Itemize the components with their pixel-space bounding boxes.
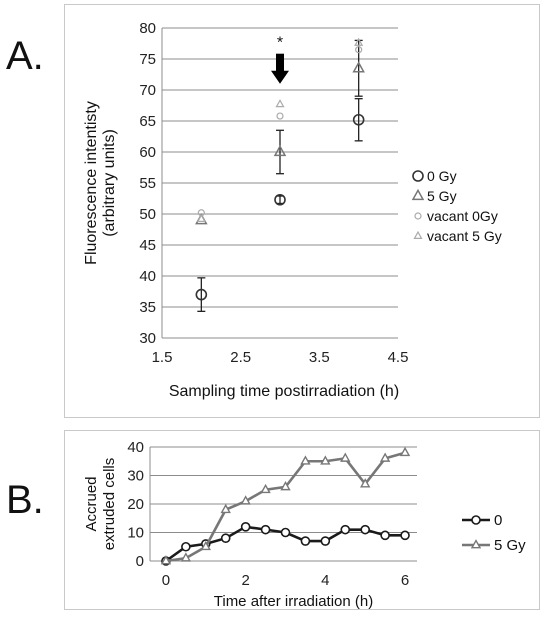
data-point	[400, 530, 410, 541]
x-axis-title: Sampling time postirradiation (h)	[169, 383, 399, 400]
panel-a-label: A.	[6, 34, 44, 78]
chart-a: 30 35 40 45 50 55 60 65 70 75 80 1.5 2.5 3.5 4.5 Sampli…	[83, 20, 502, 400]
y-tick-label: 20	[127, 496, 144, 513]
data-point	[273, 144, 287, 157]
data-point	[181, 541, 191, 552]
data-point	[352, 61, 365, 73]
data-point	[340, 452, 351, 462]
data-point	[354, 37, 364, 46]
x-tick-label: 1.5	[152, 349, 173, 366]
legend-label: vacant 0Gy	[427, 208, 498, 224]
y-tick-label: 80	[139, 20, 156, 37]
legend-marker	[413, 230, 423, 239]
y-tick-label: 45	[139, 237, 156, 254]
y-tick-label: 40	[139, 268, 156, 285]
significance-star: *	[277, 35, 283, 52]
y-tick-label: 35	[139, 299, 156, 316]
data-point	[195, 288, 208, 301]
data-point	[274, 193, 286, 206]
legend-label: 5 Gy	[427, 188, 457, 204]
data-point	[180, 552, 192, 562]
x-tick-label: 2.5	[230, 349, 251, 366]
legend-label: 5 Gy	[494, 537, 526, 554]
y-axis-title-line: extruded cells	[101, 458, 118, 551]
data-point	[340, 524, 351, 535]
data-point	[379, 452, 391, 462]
data-point	[360, 524, 370, 535]
legend-label: 0 Gy	[427, 168, 457, 184]
data-point	[280, 527, 291, 538]
x-tick-label: 4.5	[388, 349, 409, 366]
data-point	[280, 480, 291, 491]
data-point	[260, 483, 271, 494]
legend-marker	[471, 515, 481, 525]
y-tick-label: 0	[136, 553, 144, 570]
x-tick-label: 4	[321, 572, 329, 589]
y-axis-title-line: (arbitrary units)	[101, 129, 118, 237]
y-axis-title: Accruedextruded cells	[83, 458, 118, 551]
x-axis-title: Time after irradiation (h)	[214, 593, 374, 610]
data-point	[240, 521, 251, 532]
data-point	[300, 455, 311, 465]
x-tick-label: 0	[162, 572, 170, 589]
data-point	[399, 446, 411, 457]
y-tick-label: 70	[139, 82, 156, 99]
x-tick-label: 6	[401, 572, 409, 589]
y-tick-label: 10	[127, 525, 144, 542]
x-tick-label: 3.5	[309, 349, 330, 366]
data-point	[196, 213, 206, 222]
y-tick-label: 60	[139, 144, 156, 161]
panel-b-label: B.	[6, 478, 44, 522]
panel-b-frame	[64, 430, 540, 610]
data-point	[320, 536, 331, 546]
arrow-shaft	[276, 53, 284, 72]
data-point	[200, 540, 211, 551]
legend-label: vacant 5 Gy	[427, 228, 502, 244]
y-tick-label: 30	[127, 468, 144, 485]
x-tick-label: 2	[241, 572, 249, 589]
legend-marker	[412, 170, 424, 182]
data-point	[355, 46, 363, 54]
y-tick-label: 50	[139, 206, 156, 223]
arrow-head	[271, 70, 289, 84]
data-point	[240, 495, 251, 505]
data-point	[320, 455, 331, 465]
data-point	[352, 113, 365, 126]
y-axis-title: Fluorescence intentisty(arbitrary units)	[83, 101, 118, 265]
y-axis-title-line: Accrued	[83, 476, 100, 531]
y-tick-label: 65	[139, 113, 156, 130]
data-point	[275, 99, 285, 108]
data-point	[160, 555, 172, 565]
legend-marker	[411, 188, 425, 201]
y-tick-label: 55	[139, 175, 156, 192]
data-point	[220, 533, 231, 544]
data-point	[220, 503, 231, 514]
data-point	[360, 478, 371, 488]
panel-a-frame	[64, 4, 540, 418]
y-tick-label: 75	[139, 51, 156, 68]
y-axis-title-line: Fluorescence intentisty	[83, 101, 100, 265]
y-tick-label: 40	[127, 439, 144, 456]
y-tick-label: 30	[139, 330, 156, 347]
legend-marker	[414, 212, 422, 220]
data-point	[260, 524, 271, 535]
legend-label: 0	[494, 512, 502, 529]
data-point	[300, 536, 311, 546]
data-point	[276, 112, 284, 120]
legend-marker	[470, 539, 482, 549]
data-point	[380, 530, 390, 541]
